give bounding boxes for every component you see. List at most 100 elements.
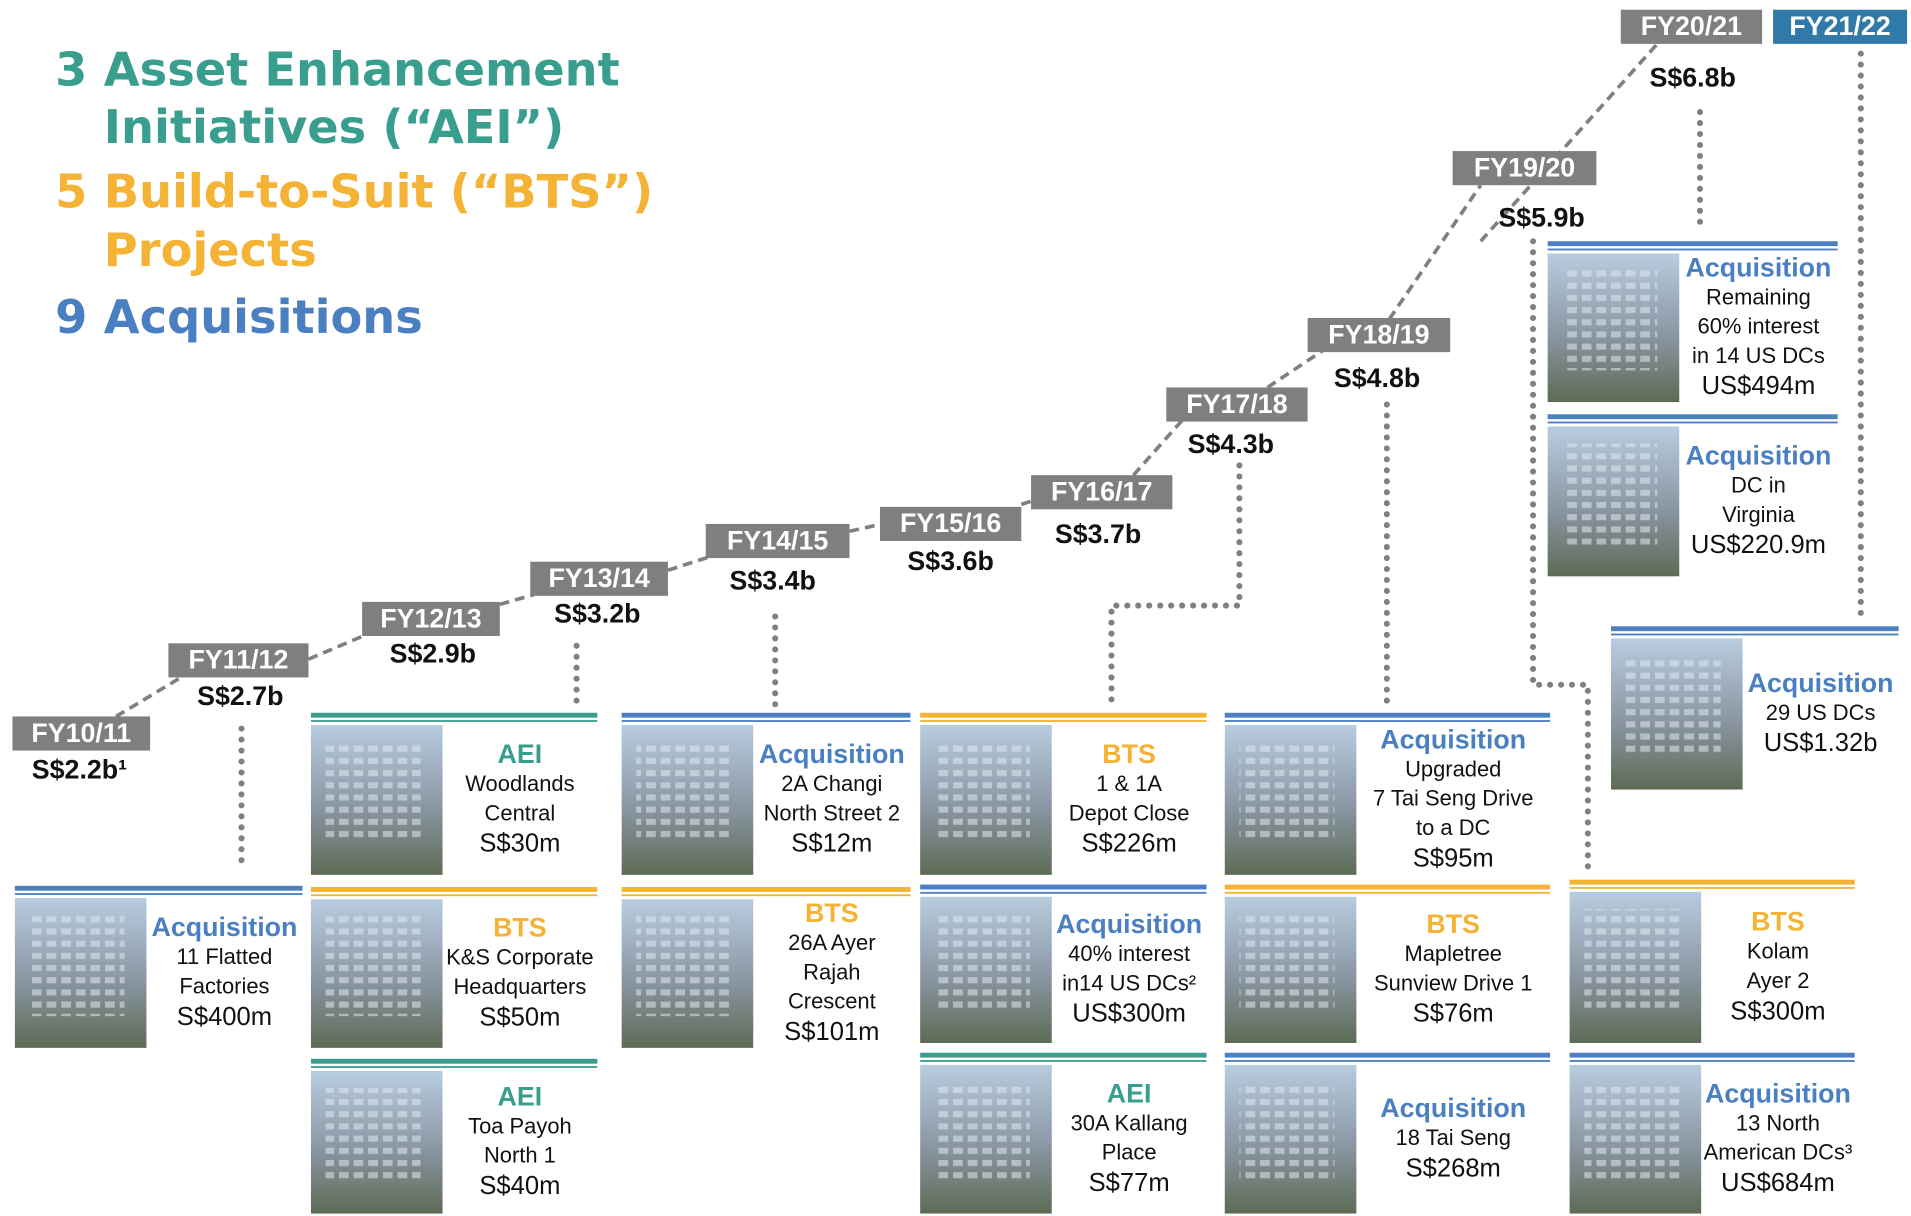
project-amount: S$400m bbox=[177, 1003, 272, 1031]
fy-value: S$6.8b bbox=[1649, 62, 1735, 92]
project-desc: Kolam bbox=[1747, 939, 1809, 964]
project-type: AEI bbox=[1107, 1078, 1152, 1108]
card-bar-thin bbox=[621, 720, 911, 722]
project-desc: in 14 US DCs bbox=[1692, 343, 1825, 368]
photo-windows bbox=[1562, 443, 1658, 545]
photo-windows bbox=[636, 916, 732, 1017]
project-desc: Remaining bbox=[1706, 284, 1811, 309]
project-desc: Ayer 2 bbox=[1746, 968, 1809, 993]
project-desc: 60% interest bbox=[1698, 314, 1820, 339]
card-bar bbox=[920, 712, 1207, 718]
card-bar bbox=[1569, 1052, 1855, 1058]
photo-windows bbox=[1239, 742, 1335, 844]
project-desc: Central bbox=[485, 800, 556, 825]
fy-badge bbox=[1620, 9, 1763, 44]
headline-number: 5 bbox=[55, 164, 87, 218]
fy-badge bbox=[12, 716, 151, 751]
card-bar bbox=[621, 887, 911, 892]
card-bar-thin bbox=[1611, 633, 1899, 636]
trend-line bbox=[499, 592, 535, 607]
trend-line bbox=[1266, 349, 1324, 389]
project-desc: K&S Corporate bbox=[446, 945, 593, 970]
fy-badge bbox=[879, 506, 1022, 541]
photo-windows bbox=[1584, 1081, 1680, 1182]
project-desc: 7 Tai Seng Drive bbox=[1373, 786, 1533, 811]
fy-label: FY14/15 bbox=[727, 525, 828, 555]
project-desc: 2A Changi bbox=[781, 771, 882, 796]
project-type: Acquisition bbox=[1056, 909, 1202, 939]
photo-windows bbox=[1239, 913, 1335, 1012]
card-bar-thin bbox=[14, 893, 303, 895]
fy-value: S$2.7b bbox=[197, 681, 283, 711]
card-bar bbox=[920, 884, 1207, 890]
project-amount: US$494m bbox=[1702, 372, 1816, 400]
card-bar-thin bbox=[920, 891, 1207, 894]
project-type: BTS bbox=[805, 898, 859, 928]
card-bar-thin bbox=[1224, 720, 1551, 722]
fy-label: FY17/18 bbox=[1186, 389, 1287, 419]
fy-value: S$3.2b bbox=[554, 598, 640, 628]
project-type: Acquisition bbox=[1380, 1093, 1526, 1123]
project-amount: S$300m bbox=[1730, 997, 1825, 1025]
fy-badge bbox=[1307, 318, 1451, 353]
photo-windows bbox=[1562, 270, 1658, 371]
fy-label: FY13/14 bbox=[548, 563, 649, 593]
project-desc: North 1 bbox=[484, 1143, 556, 1168]
project-type: BTS bbox=[493, 913, 547, 943]
photo-windows bbox=[325, 1088, 421, 1182]
project-desc: Depot Close bbox=[1069, 800, 1190, 825]
card-bar-thin bbox=[1224, 1060, 1551, 1062]
project-desc: 26A Ayer bbox=[788, 930, 875, 955]
card-bar-thin bbox=[920, 1060, 1207, 1062]
project-amount: S$50m bbox=[479, 1003, 560, 1031]
fy-value: S$2.9b bbox=[390, 639, 476, 669]
project-desc: 1 & 1A bbox=[1096, 771, 1162, 796]
project-desc: Rajah bbox=[803, 959, 860, 984]
project-type: Acquisition bbox=[1748, 668, 1894, 698]
connector bbox=[1529, 238, 1591, 871]
project-desc: 11 Flatted bbox=[177, 944, 273, 969]
photo-windows bbox=[1625, 655, 1721, 758]
fy-label: FY11/12 bbox=[189, 645, 289, 675]
fy-value: S$3.4b bbox=[730, 565, 816, 595]
project-amount: S$95m bbox=[1413, 844, 1494, 872]
fy-value: S$3.6b bbox=[907, 546, 993, 576]
fy-value: S$4.3b bbox=[1188, 429, 1274, 459]
fy-label: FY18/19 bbox=[1328, 319, 1429, 349]
fy-value: S$2.2b¹ bbox=[32, 754, 127, 784]
fy-label: FY21/22 bbox=[1789, 11, 1890, 41]
project-desc: to a DC bbox=[1416, 815, 1490, 840]
headline-text: Acquisitions bbox=[104, 290, 423, 344]
card-bar-thin bbox=[310, 1066, 598, 1068]
card-bar bbox=[310, 887, 598, 892]
project-desc: Headquarters bbox=[453, 974, 586, 999]
card-bar bbox=[310, 712, 598, 718]
project-type: BTS bbox=[1102, 739, 1156, 769]
project-amount: US$300m bbox=[1072, 1000, 1186, 1028]
project-desc: DC in bbox=[1731, 473, 1786, 498]
card-bar bbox=[1547, 241, 1838, 247]
fy-badge bbox=[705, 523, 850, 559]
photo-windows bbox=[1239, 1081, 1335, 1182]
trend-line bbox=[1479, 42, 1659, 243]
headline-text: Initiatives (“AEI”) bbox=[104, 100, 564, 154]
headline-number: 9 bbox=[55, 290, 87, 344]
trend-line bbox=[115, 674, 184, 719]
project-type: Acquisition bbox=[1705, 1078, 1851, 1108]
fy-value: S$5.9b bbox=[1498, 202, 1584, 232]
project-amount: S$76m bbox=[1413, 1000, 1494, 1028]
photo-windows bbox=[325, 916, 421, 1017]
photo-windows bbox=[934, 742, 1030, 844]
project-amount: S$226m bbox=[1081, 830, 1176, 858]
project-amount: S$268m bbox=[1406, 1154, 1501, 1182]
fy-badge bbox=[362, 601, 500, 637]
